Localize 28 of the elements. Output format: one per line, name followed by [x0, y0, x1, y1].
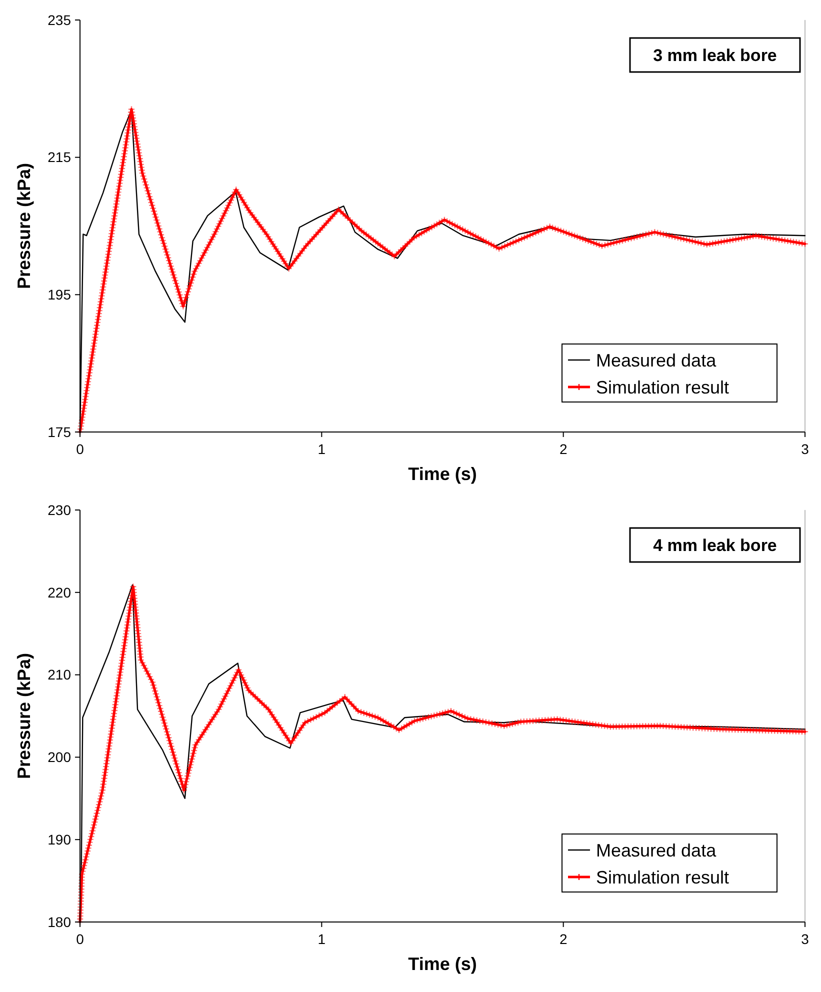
y-axis-title: Pressure (kPa)	[14, 652, 34, 780]
y-tick-label: 230	[48, 502, 72, 518]
y-tick-label: 180	[48, 914, 72, 930]
y-tick-label: 175	[48, 424, 72, 440]
annotation: 4 mm leak bore	[653, 536, 777, 555]
x-axis-title: Time (s)	[408, 954, 477, 974]
x-tick-label: 0	[76, 441, 84, 457]
x-tick-label: 1	[318, 931, 326, 947]
legend-label: Simulation result	[596, 867, 730, 888]
x-tick-label: 2	[559, 931, 568, 947]
x-tick-label: 0	[76, 931, 84, 947]
x-axis-title: Time (s)	[408, 464, 477, 484]
annotation: 3 mm leak bore	[653, 46, 777, 65]
y-axis-title: Pressure (kPa)	[14, 162, 34, 290]
y-tick-label: 195	[48, 286, 72, 303]
x-tick-label: 1	[318, 441, 326, 457]
x-tick-label: 2	[559, 441, 568, 457]
x-tick-label: 3	[801, 441, 810, 457]
legend-label: Measured data	[596, 350, 718, 370]
x-tick-label: 3	[801, 931, 810, 947]
y-tick-label: 200	[48, 749, 72, 766]
legend-label: Simulation result	[596, 377, 730, 398]
y-tick-label: 220	[48, 584, 72, 600]
legend-label: Measured data	[596, 840, 718, 860]
y-tick-label: 190	[48, 832, 72, 848]
y-tick-label: 215	[48, 149, 72, 166]
y-tick-label: 210	[48, 666, 72, 683]
y-tick-label: 235	[48, 12, 72, 28]
